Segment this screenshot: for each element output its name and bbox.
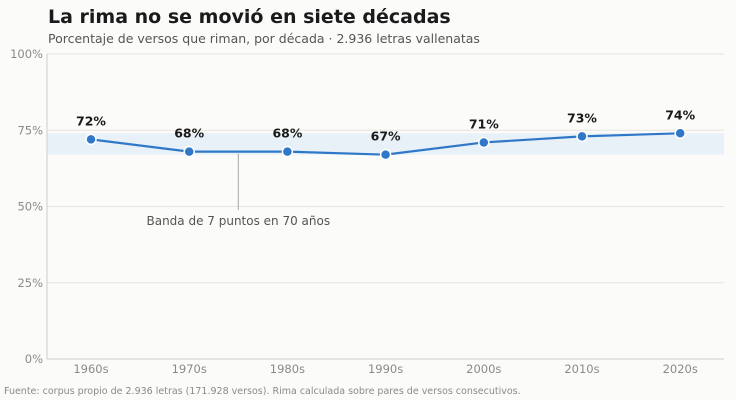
data-label: 68% <box>174 126 204 141</box>
y-tick-label: 25% <box>17 276 43 290</box>
data-label: 67% <box>371 129 401 144</box>
data-label: 68% <box>272 126 302 141</box>
data-point <box>674 127 686 140</box>
source-footnote: Fuente: corpus propio de 2.936 letras (1… <box>4 386 521 397</box>
data-point <box>379 148 392 161</box>
data-label: 74% <box>665 107 695 122</box>
y-tick-label: 100% <box>10 47 43 61</box>
x-tick-label: 2010s <box>564 362 599 376</box>
y-tick-label: 50% <box>17 200 43 214</box>
data-point <box>183 145 195 158</box>
y-tick-label: 75% <box>17 123 43 137</box>
x-tick-label: 2000s <box>466 362 501 376</box>
x-tick-label: 1960s <box>73 362 108 376</box>
data-point <box>576 130 588 143</box>
chart-title: La rima no se movió en siete décadas <box>48 6 451 28</box>
data-label: 71% <box>469 116 499 131</box>
data-point <box>85 133 97 146</box>
data-point <box>478 136 490 149</box>
chart-subtitle: Porcentaje de versos que riman, por déca… <box>48 31 480 46</box>
annotation-text: Banda de 7 puntos en 70 años <box>146 214 330 228</box>
x-tick-label: 2020s <box>663 362 698 376</box>
x-tick-label: 1970s <box>172 362 207 376</box>
x-tick-label: 1990s <box>368 362 403 376</box>
data-label: 73% <box>567 110 597 125</box>
data-point <box>281 145 294 158</box>
data-label: 72% <box>76 113 106 128</box>
y-tick-label: 0% <box>25 352 43 366</box>
x-tick-label: 1980s <box>270 362 305 376</box>
